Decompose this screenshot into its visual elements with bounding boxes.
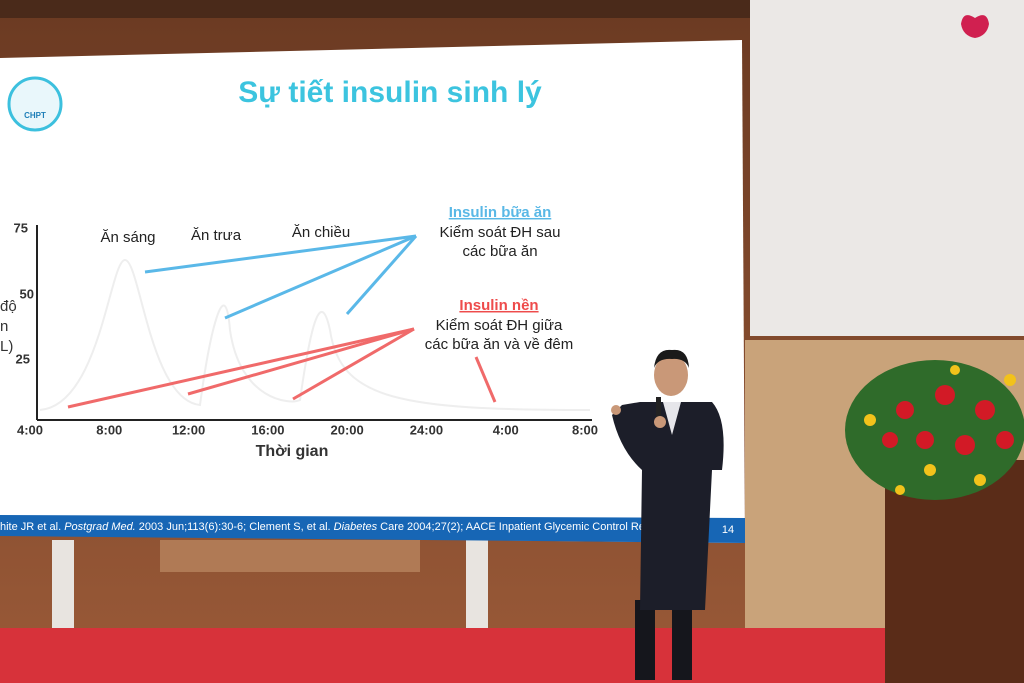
bolus-arrows [144,234,418,320]
x-label: Thời gian [256,443,329,460]
y-tick-label: 75 [14,220,28,235]
x-tick-label: 4:00 [493,422,519,437]
footer-part: Postgrad Med. [64,521,136,533]
screen-leg [466,540,488,640]
basal-text: Kiểm soát ĐH giữa [436,317,563,334]
x-tick-label: 4:00 [17,422,43,437]
x-tick-label: 8:00 [96,422,122,437]
bolus-title: Insulin bữa ăn [449,204,552,221]
footer-part: 2003 Jun;113(6):30-6; Clement S, et al. [136,521,334,533]
carpet [0,628,1024,683]
screen-leg [52,540,74,635]
orchids [864,365,1016,495]
speaker [611,349,724,680]
x-tick-label: 8:00 [572,422,598,437]
wall-panel [160,540,420,572]
meal-label: Ăn trưa [191,227,242,244]
sponsor-logo [961,15,989,39]
page-number: 14 [722,524,734,536]
logo [7,76,63,132]
roses [882,385,1014,455]
footer-part: hite JR et al. [0,521,64,533]
y-tick-label: 50 [20,286,34,301]
insulin-curve [39,258,591,411]
x-tick-label: 24:00 [410,422,443,437]
x-ticks: 4:00 8:00 12:00 16:00 20:00 24:00 4:00 8:00 [17,422,598,437]
footer-citation: hite JR et al. Postgrad Med. 2003 Jun;11… [0,521,663,533]
x-tick-label: 20:00 [331,422,364,437]
y-label: L) [0,338,13,355]
slide [0,40,745,543]
footer-part: Care 2004;27(2); AACE Inpatient Glycemic… [377,521,663,533]
x-tick-label: 12:00 [172,422,205,437]
basal-text: các bữa ăn và về đêm [425,336,573,353]
bolus-text: Kiểm soát ĐH sau [440,224,561,241]
meal-label: Ăn sáng [100,229,155,246]
logo-text: CHPT [24,111,46,120]
slide-footer [0,515,745,543]
basal-title: Insulin nền [459,297,538,314]
meal-label: Ăn chiều [292,224,350,241]
side-screen [750,0,1024,336]
flowers [845,360,1024,500]
y-label: n [0,318,8,335]
bolus-text: các bữa ăn [462,243,537,260]
y-label: độ [0,298,17,315]
y-tick-label: 25 [16,351,30,366]
x-tick-label: 16:00 [251,422,284,437]
basal-arrows [67,327,497,409]
slide-title: Sự tiết insulin sinh lý [238,76,542,109]
footer-part: Diabetes [334,521,378,533]
